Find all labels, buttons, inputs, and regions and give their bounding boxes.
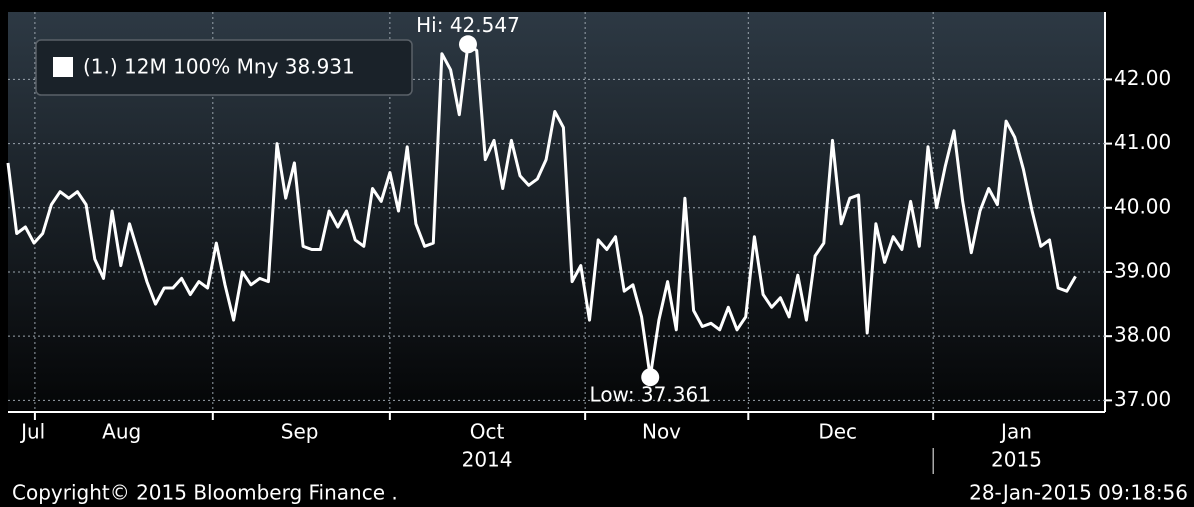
year-label: 2015 xyxy=(991,448,1042,472)
x-tick-label: Nov xyxy=(642,420,681,444)
y-tick-label: 42.00 xyxy=(1114,66,1171,90)
legend-label: (1.) 12M 100% Mny 38.931 xyxy=(83,55,355,79)
legend-box xyxy=(35,39,413,96)
y-tick-label: 41.00 xyxy=(1114,130,1171,154)
y-tick-label: 38.00 xyxy=(1114,323,1171,347)
annotation-label: Low: 37.361 xyxy=(590,383,711,407)
y-tick-label: 40.00 xyxy=(1114,194,1171,218)
series-line xyxy=(6,42,1077,379)
year-label: 2014 xyxy=(462,448,513,472)
legend-swatch xyxy=(53,57,73,77)
x-tick-label: Aug xyxy=(102,420,141,444)
y-tick-label: 39.00 xyxy=(1114,258,1171,282)
x-tick-label: Sep xyxy=(281,420,319,444)
x-tick-label: Jul xyxy=(19,420,45,444)
footer-left: Copyright© 2015 Bloomberg Finance . xyxy=(12,481,398,505)
x-tick-label: Jan xyxy=(999,420,1032,444)
x-tick-label: Oct xyxy=(470,420,505,444)
annotation-label: Hi: 42.547 xyxy=(416,13,520,37)
annotation-marker xyxy=(641,368,660,387)
annotation-marker xyxy=(458,35,477,54)
y-tick-label: 37.00 xyxy=(1114,387,1171,411)
x-tick-label: Dec xyxy=(818,420,857,444)
footer-right: 28-Jan-2015 09:18:56 xyxy=(969,481,1188,505)
